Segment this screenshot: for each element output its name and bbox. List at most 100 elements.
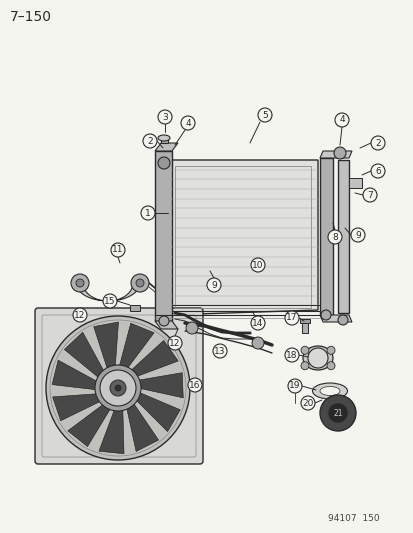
Circle shape [100, 370, 136, 406]
Circle shape [73, 308, 87, 322]
Ellipse shape [312, 383, 347, 399]
Text: 3: 3 [162, 112, 167, 122]
Text: 21: 21 [332, 408, 342, 417]
Circle shape [110, 380, 126, 396]
Circle shape [350, 228, 364, 242]
Text: 7: 7 [366, 190, 372, 199]
Circle shape [287, 379, 301, 393]
Circle shape [141, 206, 154, 220]
Circle shape [334, 113, 348, 127]
Circle shape [362, 188, 376, 202]
Polygon shape [348, 178, 361, 188]
Polygon shape [337, 160, 348, 313]
Circle shape [185, 322, 197, 334]
Circle shape [131, 274, 149, 292]
Polygon shape [319, 315, 351, 322]
Circle shape [319, 395, 355, 431]
Text: 13: 13 [214, 346, 225, 356]
Circle shape [326, 362, 334, 370]
Circle shape [76, 279, 84, 287]
Circle shape [300, 396, 314, 410]
Polygon shape [99, 407, 124, 454]
Text: 15: 15 [104, 296, 116, 305]
Text: 6: 6 [374, 166, 380, 175]
Circle shape [300, 362, 308, 370]
Polygon shape [93, 322, 118, 371]
Circle shape [212, 344, 226, 358]
Text: 17: 17 [285, 313, 297, 322]
Circle shape [320, 310, 330, 320]
Text: 94107  150: 94107 150 [328, 514, 379, 523]
Text: 12: 12 [74, 311, 85, 319]
Polygon shape [319, 158, 332, 315]
Circle shape [168, 336, 182, 350]
Polygon shape [299, 319, 309, 323]
Circle shape [250, 258, 264, 272]
Polygon shape [161, 138, 168, 143]
Circle shape [158, 157, 170, 169]
Circle shape [327, 230, 341, 244]
Circle shape [71, 274, 89, 292]
Polygon shape [135, 392, 180, 432]
Polygon shape [119, 323, 154, 370]
Circle shape [206, 278, 221, 292]
Circle shape [337, 315, 347, 325]
Circle shape [284, 348, 298, 362]
Text: 4: 4 [338, 116, 344, 125]
Text: 5: 5 [261, 110, 267, 119]
Polygon shape [52, 360, 99, 390]
Circle shape [142, 134, 157, 148]
Text: 16: 16 [189, 381, 200, 390]
Text: 8: 8 [331, 232, 337, 241]
Circle shape [370, 136, 384, 150]
Circle shape [159, 316, 169, 326]
Polygon shape [319, 151, 351, 158]
Polygon shape [136, 373, 183, 398]
Circle shape [103, 294, 117, 308]
Text: 2: 2 [374, 139, 380, 148]
Circle shape [257, 108, 271, 122]
Circle shape [250, 316, 264, 330]
Circle shape [370, 164, 384, 178]
Circle shape [284, 311, 298, 325]
FancyBboxPatch shape [35, 308, 202, 464]
Text: 1: 1 [145, 208, 150, 217]
Circle shape [95, 365, 141, 411]
Polygon shape [130, 305, 140, 311]
Text: 14: 14 [252, 319, 263, 327]
Polygon shape [64, 332, 104, 379]
Polygon shape [76, 283, 140, 301]
Polygon shape [301, 321, 307, 333]
Circle shape [333, 147, 345, 159]
Circle shape [188, 378, 202, 392]
Circle shape [180, 116, 195, 130]
Circle shape [111, 243, 125, 257]
Circle shape [46, 316, 190, 460]
Ellipse shape [319, 386, 339, 395]
Circle shape [115, 385, 121, 391]
Polygon shape [126, 402, 158, 451]
Text: 18: 18 [285, 351, 297, 359]
Text: 7–150: 7–150 [10, 10, 52, 24]
Circle shape [327, 403, 347, 423]
Text: 9: 9 [211, 280, 216, 289]
Text: 9: 9 [354, 230, 360, 239]
Text: 4: 4 [185, 118, 190, 127]
Circle shape [300, 346, 308, 354]
Circle shape [252, 337, 263, 349]
Text: 2: 2 [147, 136, 152, 146]
Ellipse shape [158, 135, 170, 141]
Text: 10: 10 [252, 261, 263, 270]
Polygon shape [154, 321, 178, 329]
Circle shape [307, 348, 327, 368]
Polygon shape [154, 143, 178, 151]
Circle shape [158, 110, 171, 124]
Polygon shape [168, 160, 317, 315]
Polygon shape [154, 151, 171, 321]
Polygon shape [68, 403, 111, 447]
Text: 11: 11 [112, 246, 123, 254]
Polygon shape [129, 341, 178, 377]
Ellipse shape [302, 346, 332, 370]
Polygon shape [52, 394, 102, 421]
Text: 19: 19 [289, 382, 300, 391]
